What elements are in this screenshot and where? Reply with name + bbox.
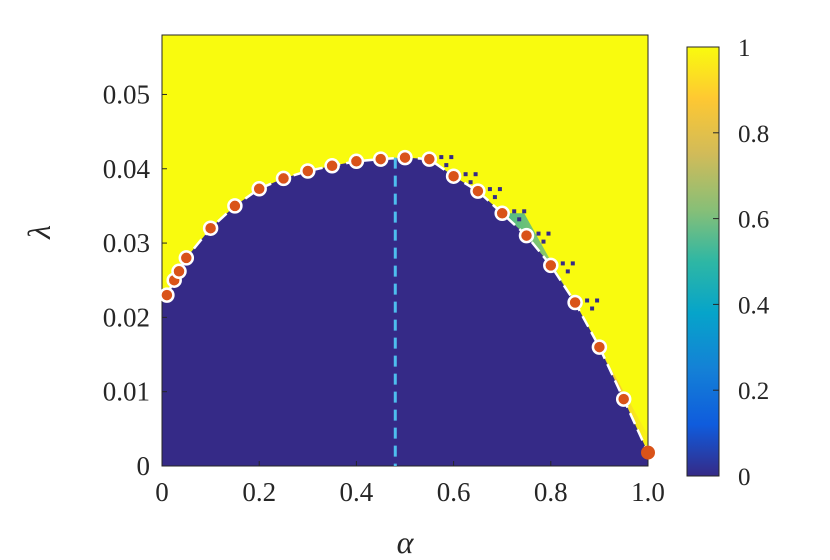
y-axis-label: λ <box>21 225 57 240</box>
x-axis-ticks: 0 0.2 0.4 0.6 0.8 1.0 <box>155 461 665 507</box>
boundary-markers <box>159 149 655 460</box>
boundary-speckle <box>473 172 478 177</box>
x-tick-label: 0 <box>155 477 169 507</box>
boundary-speckle <box>487 187 492 192</box>
colorbar-tick-label: 0.4 <box>738 292 770 319</box>
x-tick-label: 0.8 <box>534 477 568 507</box>
boundary-marker <box>227 198 243 214</box>
boundary-speckle <box>546 231 551 236</box>
boundary-marker <box>494 205 510 222</box>
y-tick-label: 0.02 <box>103 302 150 332</box>
x-axis-label: α <box>397 524 415 560</box>
boundary-marker <box>421 151 438 167</box>
boundary-dashed-line <box>165 156 650 454</box>
colorbar-tick-label: 1 <box>738 35 751 62</box>
colorbar-tick-label: 0 <box>738 464 751 491</box>
boundary-marker <box>324 158 340 174</box>
boundary-marker <box>567 294 583 311</box>
boundary-speckle <box>585 298 590 303</box>
boundary-speckle <box>536 231 541 236</box>
y-tick-label: 0.03 <box>103 228 150 258</box>
boundary-marker <box>275 170 292 187</box>
boundary-marker <box>543 257 559 274</box>
x-tick-label: 1.0 <box>631 477 665 507</box>
boundary-speckle <box>463 172 468 177</box>
boundary-speckle <box>492 195 497 200</box>
boundary-marker <box>300 163 316 179</box>
y-tick-label: 0.05 <box>103 79 150 109</box>
y-tick-label: 0.04 <box>103 154 151 184</box>
y-tick-label: 0 <box>137 451 151 481</box>
boundary-speckle <box>522 209 527 214</box>
boundary-marker <box>178 250 195 266</box>
boundary-marker <box>641 445 655 460</box>
boundary-speckle <box>570 261 575 266</box>
colorbar-tick-label: 0.2 <box>738 378 769 405</box>
boundary-marker <box>171 263 187 280</box>
boundary-marker <box>615 391 632 407</box>
boundary-marker <box>470 183 486 199</box>
boundary-marker <box>348 153 365 170</box>
boundary-speckle <box>512 209 517 214</box>
colorbar-tick-label: 0.8 <box>738 121 769 148</box>
y-axis-ticks: 0 0.01 0.02 0.03 0.04 0.05 <box>103 79 167 481</box>
x-tick-label: 0.6 <box>437 477 471 507</box>
y-tick-label: 0.01 <box>103 377 150 407</box>
boundary-marker <box>591 339 608 355</box>
boundary-speckle <box>595 298 600 303</box>
boundary-speckle <box>565 269 570 274</box>
boundary-marker <box>251 181 267 197</box>
boundary-speckle <box>517 217 522 222</box>
colorbar-tick-label: 0.6 <box>738 207 769 234</box>
boundary-marker <box>159 287 175 303</box>
boundary-speckle <box>439 155 444 160</box>
heatmap-low-region <box>162 157 648 466</box>
boundary-speckle <box>468 180 473 185</box>
colorbar <box>686 46 720 477</box>
boundary-marker <box>372 151 389 167</box>
boundary-speckle <box>560 261 565 266</box>
plot-frame <box>161 34 649 467</box>
boundary-speckle <box>590 306 595 311</box>
colorbar-ticks: 0 0.2 0.4 0.6 0.8 1 <box>713 35 770 491</box>
boundary-marker <box>518 227 535 244</box>
x-tick-label: 0.2 <box>242 477 276 507</box>
x-tick-label: 0.4 <box>340 477 374 507</box>
boundary-marker <box>397 149 413 166</box>
boundary-marker <box>202 220 219 236</box>
boundary-speckle <box>541 239 546 244</box>
boundary-speckle <box>449 155 454 160</box>
boundary-speckle <box>497 187 502 192</box>
boundary-marker <box>445 168 462 184</box>
boundary-speckle <box>444 163 449 168</box>
boundary-speckles <box>439 155 600 311</box>
